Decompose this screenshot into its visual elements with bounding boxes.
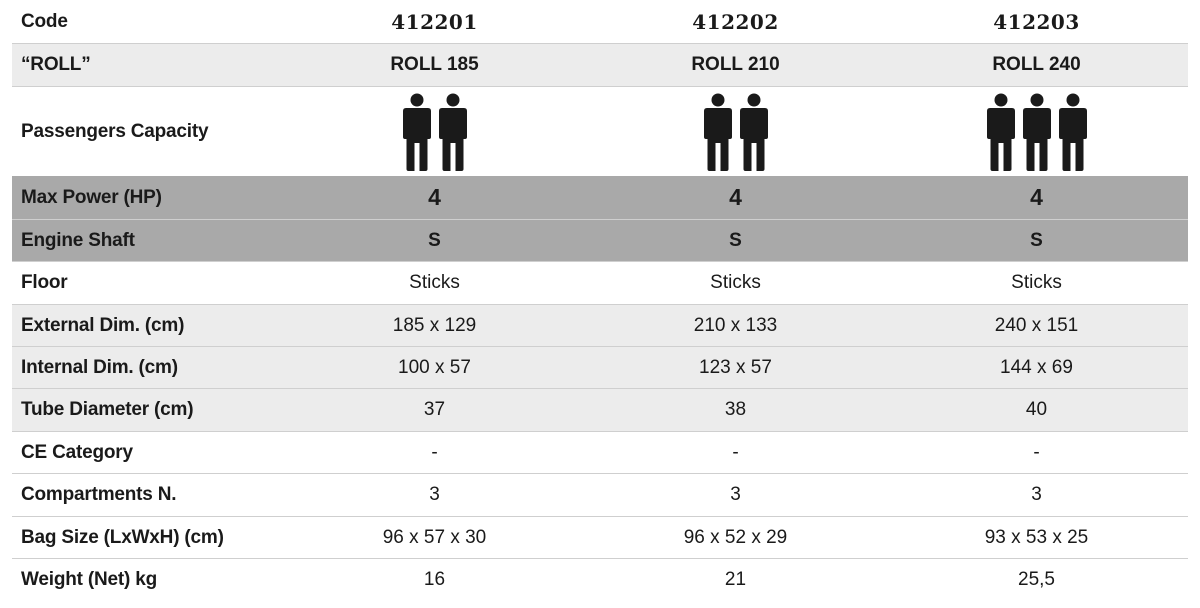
- spec-table: Code 412201 412202 412203 “ROLL” ROLL 18…: [12, 0, 1188, 601]
- code-cell: 412201: [391, 9, 478, 34]
- row-label: Weight (Net) kg: [21, 569, 157, 590]
- spec-cell: 93 x 53 x 25: [984, 526, 1089, 548]
- code-cell: 412203: [993, 9, 1080, 34]
- spec-row-weight: Weight (Net) kg 16 21 25,5: [12, 559, 1188, 601]
- model-row: “ROLL” ROLL 185 ROLL 210 ROLL 240: [12, 44, 1188, 87]
- spec-cell: 37: [423, 399, 446, 420]
- spec-cell: 4: [428, 184, 441, 210]
- spec-cell: 144 x 69: [1000, 356, 1073, 378]
- spec-cell: 40: [1025, 399, 1048, 420]
- row-label: Bag Size (LxWxH) (cm): [21, 526, 224, 548]
- row-label-model: “ROLL”: [21, 54, 91, 75]
- spec-cell: Sticks: [1011, 272, 1062, 293]
- spec-cell: 16: [423, 569, 446, 590]
- spec-cell: 240 x 151: [994, 314, 1079, 336]
- row-label: Compartments N.: [21, 484, 177, 505]
- row-label-passengers: Passengers Capacity: [21, 120, 209, 142]
- row-label-code: Code: [21, 10, 68, 32]
- model-cell: ROLL 210: [691, 54, 780, 75]
- passengers-cell: [284, 93, 585, 171]
- spec-cell: 3: [1031, 484, 1042, 505]
- people-group: [284, 93, 585, 171]
- spec-cell: 210 x 133: [693, 314, 778, 336]
- passengers-cell: [886, 93, 1187, 171]
- spec-row-internal-dim: Internal Dim. (cm) 100 x 57 123 x 57 144…: [12, 347, 1188, 389]
- person-icon: [402, 93, 431, 171]
- spec-cell: 96 x 52 x 29: [683, 526, 788, 548]
- row-label: Engine Shaft: [21, 229, 135, 251]
- code-row: Code 412201 412202 412203: [12, 0, 1188, 44]
- spec-cell: -: [431, 441, 438, 463]
- passengers-row: Passengers Capacity: [12, 87, 1188, 176]
- spec-cell: -: [1033, 441, 1040, 463]
- person-icon: [1058, 93, 1087, 171]
- person-icon: [986, 93, 1015, 171]
- spec-cell: S: [1030, 229, 1043, 251]
- spec-cell: 100 x 57: [398, 356, 471, 378]
- spec-cell: 185 x 129: [392, 314, 477, 336]
- spec-row-floor: Floor Sticks Sticks Sticks: [12, 262, 1188, 305]
- spec-row-external-dim: External Dim. (cm) 185 x 129 210 x 133 2…: [12, 305, 1188, 347]
- person-icon: [703, 93, 732, 171]
- spec-cell: Sticks: [710, 272, 761, 293]
- spec-row-bag-size: Bag Size (LxWxH) (cm) 96 x 57 x 30 96 x …: [12, 517, 1188, 559]
- spec-cell: S: [428, 229, 441, 251]
- spec-row-compartments: Compartments N. 3 3 3: [12, 474, 1188, 517]
- row-label: Tube Diameter (cm): [21, 399, 194, 420]
- person-icon: [1022, 93, 1051, 171]
- spec-row-tube-diameter: Tube Diameter (cm) 37 38 40: [12, 389, 1188, 432]
- people-group: [585, 93, 886, 171]
- spec-cell: 3: [429, 484, 440, 505]
- person-icon: [739, 93, 768, 171]
- spec-cell: 38: [724, 399, 747, 420]
- passengers-cell: [585, 93, 886, 171]
- row-label: Max Power (HP): [21, 186, 162, 208]
- spec-cell: 21: [724, 569, 747, 590]
- spec-cell: 123 x 57: [699, 356, 772, 378]
- spec-cell: 3: [730, 484, 741, 505]
- spec-row-max-power: Max Power (HP) 4 4 4: [12, 176, 1188, 220]
- code-cell: 412202: [692, 9, 779, 34]
- person-icon: [438, 93, 467, 171]
- row-label: Internal Dim. (cm): [21, 356, 178, 378]
- spec-cell: Sticks: [409, 272, 460, 293]
- spec-row-engine-shaft: Engine Shaft S S S: [12, 220, 1188, 262]
- row-label: Floor: [21, 272, 68, 293]
- spec-cell: -: [732, 441, 739, 463]
- row-label: External Dim. (cm): [21, 314, 185, 336]
- spec-cell: 4: [1030, 184, 1043, 210]
- model-cell: ROLL 240: [992, 54, 1081, 75]
- spec-cell: S: [729, 229, 742, 251]
- model-cell: ROLL 185: [390, 54, 479, 75]
- spec-row-ce-category: CE Category - - -: [12, 432, 1188, 474]
- people-group: [886, 93, 1187, 171]
- spec-cell: 25,5: [1018, 569, 1055, 590]
- spec-cell: 96 x 57 x 30: [382, 526, 487, 548]
- spec-cell: 4: [729, 184, 742, 210]
- row-label: CE Category: [21, 441, 133, 463]
